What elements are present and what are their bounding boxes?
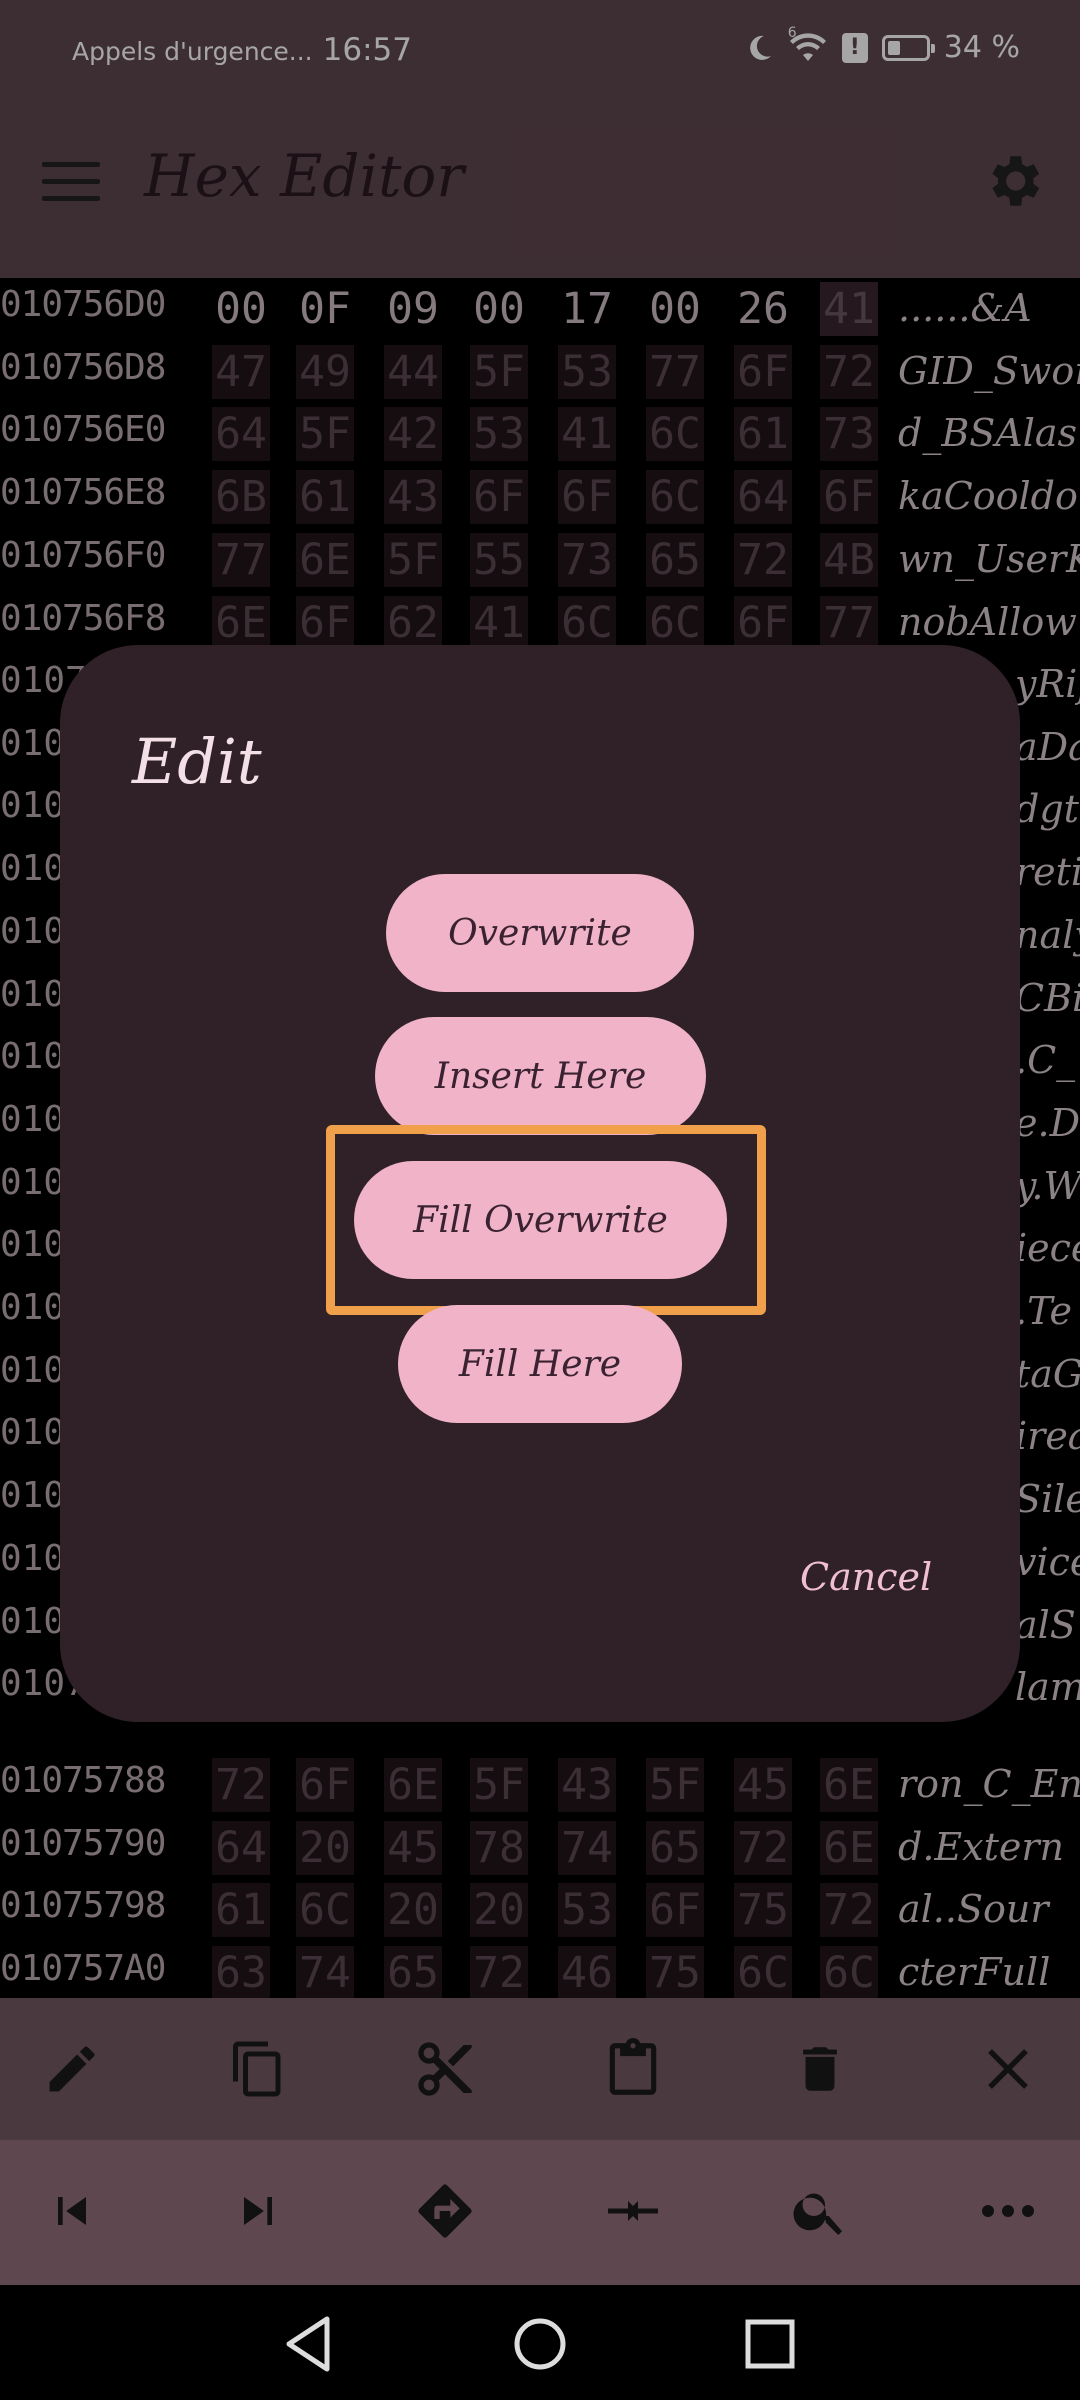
selection-highlight <box>326 1125 766 1315</box>
edit-toolbar <box>0 1998 1080 2140</box>
clipboard-icon[interactable] <box>588 2024 678 2114</box>
cancel-button[interactable]: Cancel <box>800 1555 932 1599</box>
home-circle-icon[interactable] <box>505 2309 575 2379</box>
trash-icon[interactable] <box>775 2024 865 2114</box>
compare-icon[interactable] <box>588 2166 678 2256</box>
back-triangle-icon[interactable] <box>275 2309 345 2379</box>
more-options-icon[interactable] <box>963 2166 1053 2256</box>
close-icon[interactable] <box>963 2024 1053 2114</box>
overwrite-button[interactable]: Overwrite <box>386 874 694 992</box>
dialog-title: Edit <box>132 725 262 798</box>
go-to-offset-icon[interactable] <box>400 2166 490 2256</box>
go-to-start-icon[interactable] <box>27 2166 117 2256</box>
pencil-icon[interactable] <box>27 2024 117 2114</box>
search-icon[interactable] <box>775 2166 865 2256</box>
copy-icon[interactable] <box>213 2024 303 2114</box>
fill-here-button[interactable]: Fill Here <box>398 1305 682 1423</box>
scissors-icon[interactable] <box>400 2024 490 2114</box>
navigation-toolbar <box>0 2140 1080 2285</box>
go-to-end-icon[interactable] <box>213 2166 303 2256</box>
recents-square-icon[interactable] <box>735 2309 805 2379</box>
system-nav-bar <box>0 2285 1080 2400</box>
insert-here-button[interactable]: Insert Here <box>375 1017 706 1135</box>
